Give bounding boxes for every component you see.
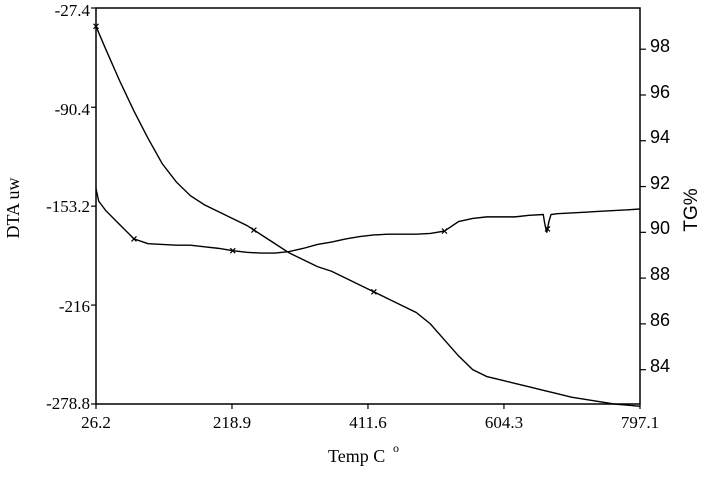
right-tick-label: 98: [650, 36, 670, 56]
tick-marks: [91, 7, 646, 409]
plot-frame: [95, 7, 641, 405]
marker-layer: [93, 23, 551, 295]
data-marker: [544, 226, 551, 232]
x-tick-label: 218.9: [213, 413, 251, 432]
x-axis-title: Temp C: [328, 446, 385, 466]
tg-series-line: [95, 26, 641, 407]
y-axis-title-left: DTA uw: [3, 177, 23, 238]
right-tick-label: 86: [650, 310, 670, 330]
dta-series-line: [95, 188, 641, 254]
x-tick-label: 797.1: [621, 413, 659, 432]
left-tick-label: -278.8: [46, 394, 90, 413]
left-tick-label: -27.4: [55, 1, 91, 20]
data-marker: [229, 247, 236, 254]
right-tick-label: 88: [650, 264, 670, 284]
x-tick-label: 411.6: [349, 413, 387, 432]
data-marker: [93, 23, 99, 30]
x-axis-title-superscript: o: [393, 441, 399, 455]
left-tick-label: -153.2: [46, 197, 90, 216]
series-layer: [95, 26, 641, 407]
left-tick-label: -90.4: [55, 100, 91, 119]
right-tick-label: 90: [650, 218, 670, 238]
right-tick-label: 94: [650, 127, 670, 147]
x-tick-label: 26.2: [81, 413, 111, 432]
data-marker: [441, 228, 448, 234]
data-marker: [251, 227, 257, 233]
right-tick-label: 84: [650, 356, 670, 376]
data-marker: [370, 288, 377, 295]
data-marker: [131, 235, 137, 242]
left-tick-label: -216: [59, 297, 90, 316]
right-tick-label: 96: [650, 82, 670, 102]
right-tick-label: 92: [650, 173, 670, 193]
y-axis-title-right: TG%: [681, 188, 702, 231]
x-tick-label: 604.3: [485, 413, 523, 432]
